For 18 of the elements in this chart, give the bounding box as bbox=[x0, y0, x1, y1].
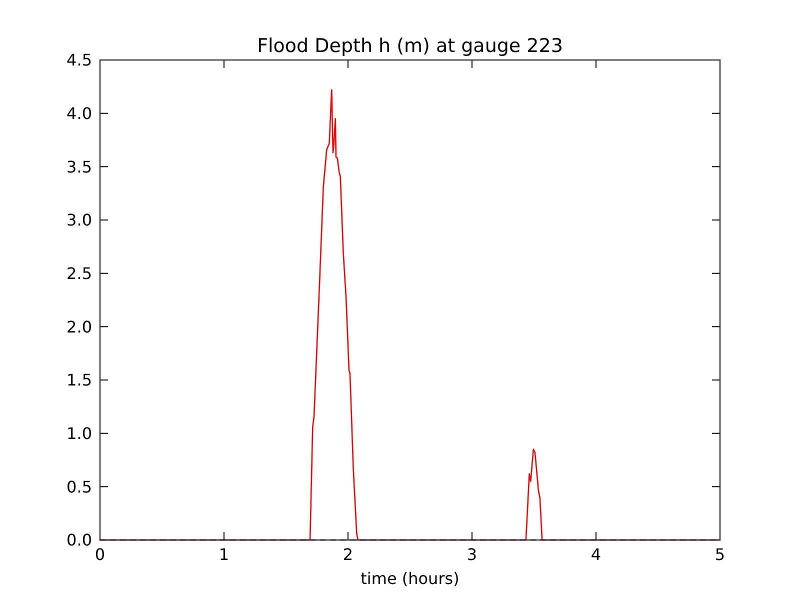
y-tick-label: 2.0 bbox=[66, 317, 92, 336]
x-tick-label: 2 bbox=[342, 545, 354, 564]
y-tick-label: 4.0 bbox=[66, 104, 92, 123]
x-tick-label: 0 bbox=[94, 545, 106, 564]
y-tick-label: 2.5 bbox=[66, 264, 92, 283]
y-tick-label: 4.5 bbox=[66, 50, 92, 70]
x-tick-label: 3 bbox=[466, 545, 478, 564]
x-tick-label: 4 bbox=[590, 545, 602, 564]
x-axis-title: time (hours) bbox=[360, 569, 460, 588]
y-tick-label: 0.0 bbox=[66, 530, 92, 550]
y-tick-label: 0.5 bbox=[66, 477, 92, 496]
y-tick-label: 3.5 bbox=[66, 157, 92, 176]
x-tick-label: 1 bbox=[218, 545, 230, 564]
y-tick-label: 1.5 bbox=[66, 370, 92, 390]
chart-title: Flood Depth h (m) at gauge 223 bbox=[257, 35, 563, 57]
y-tick-label: 3.0 bbox=[66, 210, 92, 230]
y-tick-label: 1.0 bbox=[66, 424, 92, 443]
x-tick-label: 5 bbox=[714, 545, 726, 564]
